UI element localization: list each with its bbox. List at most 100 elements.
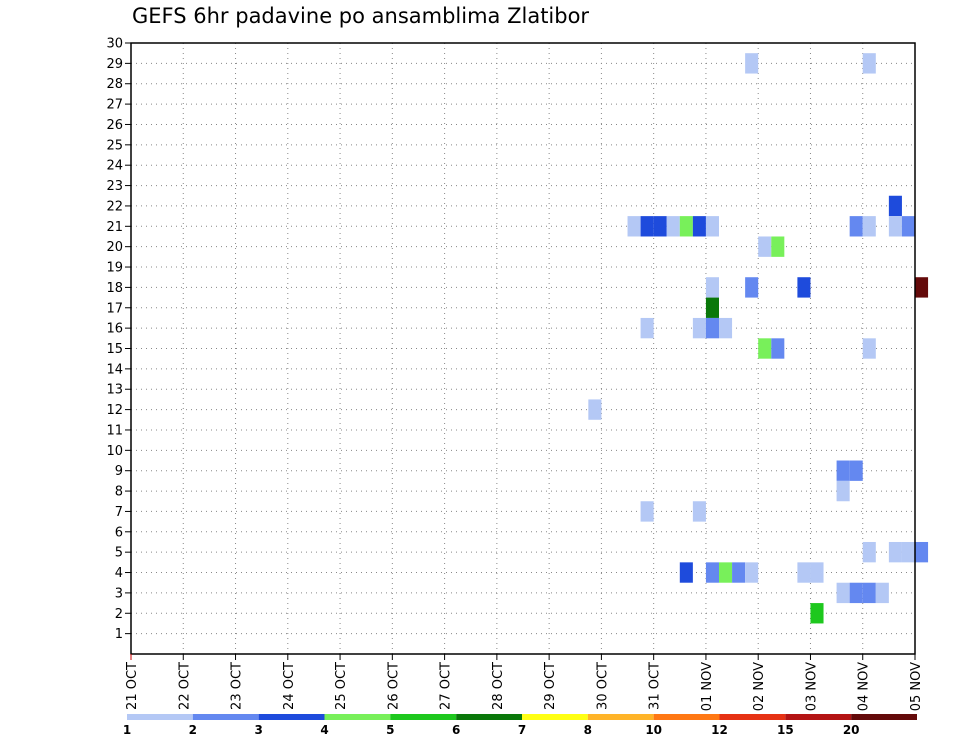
heatmap-cell (692, 501, 706, 522)
heatmap-cell (640, 501, 654, 522)
x-tick-label: 30 OCT (595, 662, 610, 710)
y-tick-label: 15 (106, 342, 123, 357)
y-tick-label: 10 (106, 444, 123, 459)
y-tick-label: 16 (106, 322, 123, 337)
x-tick-label: 01 NOV (700, 662, 715, 711)
legend-tick-label: 4 (320, 723, 328, 737)
chart-title: GEFS 6hr padavine po ansamblima Zlatibor (132, 4, 590, 28)
legend-tick-label: 1 (123, 723, 131, 737)
legend-swatch (522, 714, 588, 720)
y-tick-label: 19 (106, 261, 123, 276)
y-tick-label: 13 (106, 383, 123, 398)
heatmap-cell (588, 399, 602, 420)
heatmap-cell (875, 582, 889, 604)
y-tick-label: 1 (115, 627, 123, 642)
heatmap-cell (758, 338, 772, 359)
x-tick-label: 03 NOV (804, 662, 819, 711)
heatmap-cell (705, 297, 719, 318)
y-tick-label: 12 (106, 403, 123, 418)
legend-swatch (653, 714, 720, 720)
x-axis: 21 OCT 22 OCT 23 OCT 24 OCT 25 OCT 26 OCT 27 O… (125, 654, 924, 711)
y-tick-label: 20 (106, 240, 123, 255)
heatmap-cell (862, 338, 876, 359)
heatmap-cell (888, 541, 902, 563)
legend-tick-label: 12 (711, 723, 728, 737)
legend-swatch (587, 714, 654, 720)
heatmap-cell (758, 236, 772, 257)
heatmap-cell (836, 582, 850, 604)
heatmap-cell (836, 480, 850, 502)
legend-swatch (390, 714, 457, 720)
heatmap-cell (719, 562, 733, 583)
heatmap-cell (640, 317, 654, 339)
y-tick-label: 18 (106, 281, 123, 296)
heatmap-cell (771, 236, 785, 257)
y-tick-label: 28 (106, 77, 123, 92)
heatmap-cell (797, 277, 811, 298)
heatmap-cell (692, 317, 706, 339)
x-tick-label: 24 OCT (282, 662, 297, 710)
y-tick-label: 8 (115, 485, 123, 500)
y-tick-label: 30 (106, 37, 123, 52)
legend-swatch (192, 714, 259, 720)
heatmap-cell (915, 277, 929, 298)
y-axis: 1234567891011121314151617181920212223242… (106, 37, 131, 642)
y-tick-label: 25 (106, 138, 123, 153)
y-tick-label: 14 (106, 362, 123, 377)
y-tick-label: 17 (106, 301, 123, 316)
legend-swatch (785, 714, 852, 720)
y-tick-label: 2 (115, 607, 123, 622)
x-tick-label: 26 OCT (386, 662, 401, 710)
heatmap-cell (732, 562, 746, 583)
heatmap-cell (745, 53, 759, 74)
heatmap-cell (771, 338, 785, 359)
heatmap-cell (849, 582, 863, 604)
y-tick-label: 3 (115, 586, 123, 601)
x-tick-label: 21 OCT (125, 662, 140, 710)
heatmap-cell (745, 277, 759, 298)
heatmap-cell (862, 582, 876, 604)
heatmap-cell (679, 562, 693, 583)
heatmap-cell (862, 216, 876, 237)
x-tick-label: 02 NOV (752, 662, 767, 711)
y-tick-label: 24 (106, 159, 123, 174)
heatmap-cell (901, 216, 915, 237)
x-tick-label: 04 NOV (857, 662, 872, 711)
y-tick-label: 11 (106, 423, 123, 438)
legend-swatch (719, 714, 786, 720)
y-tick-label: 7 (115, 505, 123, 520)
heatmap-cell (640, 216, 654, 237)
heatmap-cell (719, 317, 733, 339)
heatmap-cell (810, 603, 824, 624)
legend-tick-label: 7 (518, 723, 526, 737)
y-tick-label: 29 (106, 57, 123, 72)
legend-tick-label: 3 (254, 723, 262, 737)
heatmap-cell (705, 277, 719, 298)
heatmap-cells (588, 53, 929, 624)
x-tick-label: 31 OCT (648, 662, 663, 710)
legend-swatch (127, 714, 193, 720)
legend-tick-label: 10 (645, 723, 662, 737)
y-tick-label: 9 (115, 464, 123, 479)
y-tick-label: 6 (115, 525, 123, 540)
heatmap-cell (627, 216, 641, 237)
heatmap-cell (849, 216, 863, 237)
legend-swatch (258, 714, 325, 720)
heatmap-cell (849, 460, 863, 481)
legend-tick-label: 6 (452, 723, 460, 737)
heatmap-cell (705, 216, 719, 237)
heatmap-cell (705, 562, 719, 583)
x-tick-label: 05 NOV (909, 662, 924, 711)
y-tick-label: 21 (106, 220, 123, 235)
legend-tick-label: 8 (584, 723, 592, 737)
legend-tick-label: 15 (777, 723, 794, 737)
heatmap-cell (862, 541, 876, 563)
legend-swatch (851, 714, 917, 720)
legend-swatch (456, 714, 522, 720)
legend-swatch (324, 714, 391, 720)
heatmap-cell (679, 216, 693, 237)
heatmap-cell (745, 562, 759, 583)
legend-tick-label: 2 (189, 723, 197, 737)
heatmap-cell (692, 216, 706, 237)
